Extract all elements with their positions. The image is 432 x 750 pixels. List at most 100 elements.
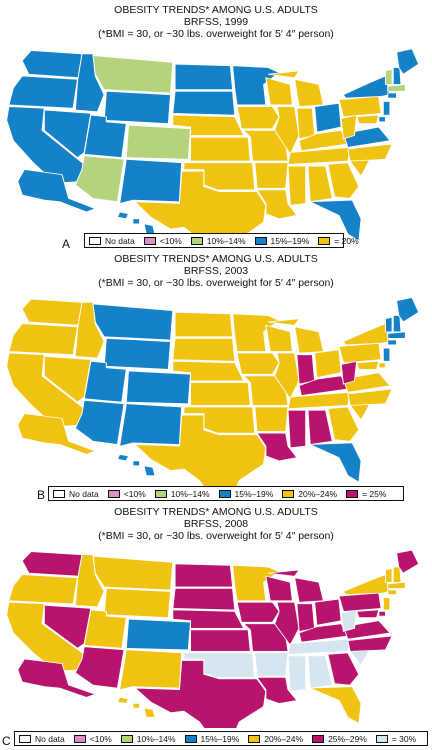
legend-item: 20%–24% <box>282 489 337 499</box>
state-nm <box>119 403 183 447</box>
state-la <box>256 677 298 704</box>
panel-letter: B <box>37 488 46 502</box>
state-il <box>274 352 300 400</box>
state-in <box>296 354 316 385</box>
state-ia <box>236 601 280 623</box>
legend-swatch <box>218 489 231 498</box>
legend-item: 15%–19% <box>184 734 239 744</box>
legend-item: 15%–19% <box>254 235 310 246</box>
legend-swatch <box>73 734 86 743</box>
state-nh <box>392 566 402 583</box>
state-ne <box>172 360 245 382</box>
state-in <box>296 107 316 140</box>
state-vt <box>384 68 393 85</box>
panel-subtitle: BRFSS, 2003 <box>183 265 249 277</box>
panel-1999: OBESITY TRENDS* AMONG U.S. ADULTS BRFSS,… <box>0 4 432 254</box>
state-ar <box>254 406 289 432</box>
state-co <box>125 618 192 651</box>
legend-swatch <box>190 236 203 245</box>
state-wa <box>21 298 83 326</box>
legend-label: 15%–19% <box>270 235 310 246</box>
state-ia <box>236 352 280 375</box>
state-mt <box>92 55 174 94</box>
state-ak <box>17 169 97 213</box>
state-ms <box>287 655 307 692</box>
state-co <box>125 124 192 160</box>
state-or <box>8 323 79 356</box>
state-oh <box>314 349 342 379</box>
state-ga <box>327 162 360 199</box>
state-ma <box>387 331 406 339</box>
legend-label: No data <box>35 733 65 744</box>
legend-item: 10%–14% <box>120 734 176 744</box>
legend-item: 25%–29% <box>312 734 367 744</box>
state-nv <box>43 109 92 159</box>
state-nh <box>392 315 402 333</box>
state-nm <box>119 158 183 205</box>
panel-2003: OBESITY TRENDS* AMONG U.S. ADULTS BRFSS,… <box>0 253 432 505</box>
legend-label: No data <box>105 235 135 246</box>
state-nj <box>382 597 391 611</box>
legend: No data <10% 10%–14% 15%–19% 20%–24% 25%–29% =… <box>14 731 428 746</box>
state-nd <box>174 563 234 588</box>
state-ga <box>327 406 360 442</box>
state-or <box>8 75 79 109</box>
legend-label: <10% <box>89 733 112 744</box>
state-fl <box>308 199 362 242</box>
legend-label: 25%–29% <box>328 733 367 744</box>
state-sd <box>172 90 236 116</box>
state-sd <box>172 588 236 611</box>
legend-swatch <box>89 236 101 245</box>
panel-letter: A <box>62 237 71 251</box>
state-ks <box>190 382 251 406</box>
legend-item: No data <box>19 734 65 744</box>
state-il <box>274 106 300 156</box>
state-fl <box>308 686 362 725</box>
legend-item: <10% <box>73 733 112 744</box>
legend-item: <10% <box>143 236 182 246</box>
state-nh <box>392 67 402 85</box>
state-me <box>396 549 420 574</box>
state-tn <box>287 146 351 165</box>
state-al <box>307 165 333 203</box>
state-vt <box>384 568 393 583</box>
legend-item: = 30% <box>375 734 416 744</box>
state-vt <box>384 316 393 333</box>
state-me <box>396 48 420 75</box>
us-obesity-map-1999 <box>0 42 432 246</box>
panel-letter: C <box>2 734 11 748</box>
state-mi <box>267 70 325 108</box>
state-tx <box>134 170 267 246</box>
state-tn <box>287 391 351 410</box>
panel-2008: OBESITY TRENDS* AMONG U.S. ADULTS BRFSS,… <box>0 506 432 750</box>
state-wy <box>103 90 172 125</box>
state-ar <box>254 162 289 189</box>
legend-swatch <box>107 489 120 498</box>
legend-item: = 20% <box>318 236 359 246</box>
state-wv <box>340 609 358 632</box>
state-me <box>396 297 420 323</box>
panel-title: OBESITY TRENDS* AMONG U.S. ADULTS <box>114 4 318 16</box>
state-ak <box>17 413 97 455</box>
state-wi <box>265 575 293 602</box>
state-wy <box>103 337 172 370</box>
legend-label: 20%–24% <box>298 488 338 499</box>
state-nc <box>347 143 393 162</box>
state-pa <box>338 342 382 364</box>
state-la <box>256 432 298 462</box>
state-fl <box>308 442 362 483</box>
legend-swatch <box>346 489 359 498</box>
state-wi <box>265 77 293 106</box>
legend-label: <10% <box>123 488 146 499</box>
legend-swatch <box>248 734 261 743</box>
state-mi <box>267 569 325 603</box>
legend-swatch <box>375 734 388 743</box>
state-ms <box>287 165 307 206</box>
legend-label: = 25% <box>362 488 387 499</box>
state-ks <box>190 136 251 162</box>
state-tx <box>134 414 267 487</box>
legend-swatch <box>184 734 197 743</box>
state-ms <box>287 409 307 449</box>
legend-item: = 25% <box>346 489 386 499</box>
state-nc <box>347 635 393 652</box>
